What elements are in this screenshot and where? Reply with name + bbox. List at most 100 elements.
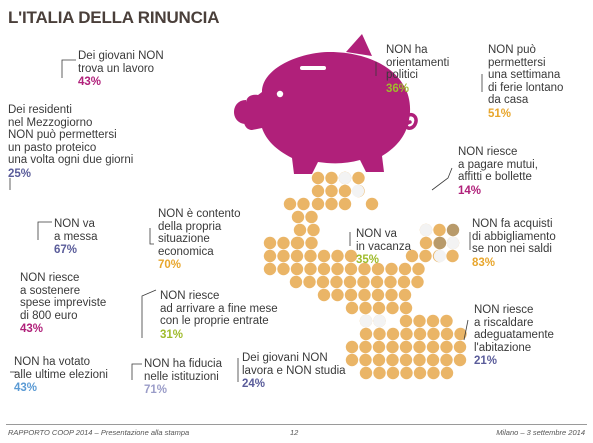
coin-icon xyxy=(440,314,453,328)
coin-icon xyxy=(398,262,412,276)
coin-icon xyxy=(433,236,447,250)
stat-text-line: di 800 euro xyxy=(20,309,78,322)
coin-icon xyxy=(303,275,316,289)
stat-text-line: NON va xyxy=(356,228,397,240)
coin-icon xyxy=(359,340,372,354)
coin-icon xyxy=(352,171,365,185)
stat-riscaldare: NON riesce a riscaldare adeguatamente l'abi… xyxy=(474,304,554,368)
coin-icon xyxy=(385,288,398,302)
coin-icon xyxy=(386,301,399,315)
coin-icon xyxy=(385,262,398,276)
coin-icon xyxy=(398,288,412,302)
stat-text-line: orientamenti xyxy=(386,56,450,69)
stat-text-line: di abbigliamento xyxy=(472,230,556,243)
piggy-bank-icon xyxy=(234,34,418,174)
stat-text-line: spese impreviste xyxy=(20,297,107,309)
leader-line xyxy=(149,228,154,245)
coin-icon xyxy=(426,314,440,328)
coin-icon xyxy=(440,366,454,380)
stat-messa: NON va a messa 67% xyxy=(54,218,97,257)
stat-percentage: 24% xyxy=(242,378,266,390)
coin-icon xyxy=(386,327,400,341)
coin-icon xyxy=(331,262,344,276)
coin-icon xyxy=(338,197,352,211)
coin-icon xyxy=(386,353,399,367)
coin-icon xyxy=(419,236,433,250)
coin-icon xyxy=(446,223,460,237)
coin-icon xyxy=(325,197,338,211)
stat-settimana-ferie: NON può permettersi una settimana di ferie … xyxy=(488,44,563,120)
stat-percentage: 31% xyxy=(160,328,184,341)
coin-icon xyxy=(331,249,344,263)
leader-line xyxy=(463,319,469,341)
stat-text-line: permettersi xyxy=(488,56,546,69)
coin-icon xyxy=(293,223,307,237)
stat-text-line: NON riesce xyxy=(458,146,518,158)
leader-line xyxy=(61,59,76,78)
stat-text-line: a pagare mutui, xyxy=(458,158,538,171)
stat-text-line: di ferie lontano xyxy=(488,81,564,94)
stat-text-line: nel Mezzogiorno xyxy=(8,116,93,129)
coin-icon xyxy=(399,314,413,328)
page-title: L'ITALIA DELLA RINUNCIA xyxy=(8,8,220,27)
coin-icon xyxy=(317,249,331,263)
stat-fine-mese: NON riesce ad arrivare a fine mese con le … xyxy=(160,290,278,341)
stat-text-line: con le proprie entrate xyxy=(160,315,269,327)
coin-icon xyxy=(304,249,317,263)
coin-icon xyxy=(433,223,446,237)
stat-percentage: 43% xyxy=(78,76,102,88)
coin-icon xyxy=(405,249,419,263)
stat-percentage: 70% xyxy=(158,259,182,271)
stat-text-line: ad arrivare a fine mese xyxy=(160,302,278,315)
stat-text-line: a sostenere xyxy=(20,284,81,297)
stat-percentage: 43% xyxy=(14,382,38,394)
coin-icon xyxy=(305,210,318,224)
coin-icon xyxy=(373,314,386,328)
leader-line xyxy=(37,221,52,240)
coin-icon xyxy=(344,262,358,276)
coin-icon xyxy=(316,275,330,289)
stat-text-line: NON è contento xyxy=(158,208,241,220)
coin-icon xyxy=(277,236,290,250)
stat-text-line: della propria xyxy=(158,220,222,233)
coin-icon xyxy=(311,171,325,185)
coin-icon xyxy=(371,262,385,276)
coin-icon xyxy=(345,353,359,367)
coin-icon xyxy=(357,275,370,289)
coin-icon xyxy=(330,275,343,289)
footer-divider xyxy=(6,424,587,425)
coin-icon xyxy=(345,340,359,354)
coin-icon xyxy=(446,236,460,250)
leader-lines xyxy=(9,59,483,382)
coin-icon xyxy=(317,262,331,276)
stat-text-line: Dei giovani NON xyxy=(78,50,164,62)
coin-icon xyxy=(411,275,424,289)
stat-text-line: l'abitazione xyxy=(474,341,532,354)
coin-icon xyxy=(365,197,379,211)
coin-icon xyxy=(311,197,325,211)
stat-percentage: 25% xyxy=(8,167,32,180)
coin-icon xyxy=(304,262,317,276)
coin-icon xyxy=(426,340,440,354)
coin-icon xyxy=(338,184,352,198)
footer-source: RAPPORTO COOP 2014 – Presentazione alla … xyxy=(8,428,190,437)
leader-line xyxy=(141,289,157,338)
coin-icon xyxy=(386,366,400,380)
coin-icon xyxy=(419,249,432,263)
coin-stack-dollar xyxy=(263,171,467,380)
stat-text-line: affitti e bollette xyxy=(458,171,532,183)
coin-icon xyxy=(399,340,413,354)
stat-text-line: trova un lavoro xyxy=(78,62,155,75)
coin-icon xyxy=(317,288,331,302)
coin-icon xyxy=(263,236,277,250)
stat-giovani-lavoro: Dei giovani NON trova un lavoro 43% xyxy=(78,50,164,89)
stat-text-line: lavora e NON studia xyxy=(242,364,346,377)
coin-icon xyxy=(372,353,386,367)
coin-icon xyxy=(413,366,427,380)
coin-icon xyxy=(433,249,447,263)
coin-icon xyxy=(413,353,426,367)
footer-date: Milano – 3 settembre 2014 xyxy=(496,428,585,437)
coin-icon xyxy=(371,288,385,302)
stat-text-line: in vacanza xyxy=(356,240,411,253)
